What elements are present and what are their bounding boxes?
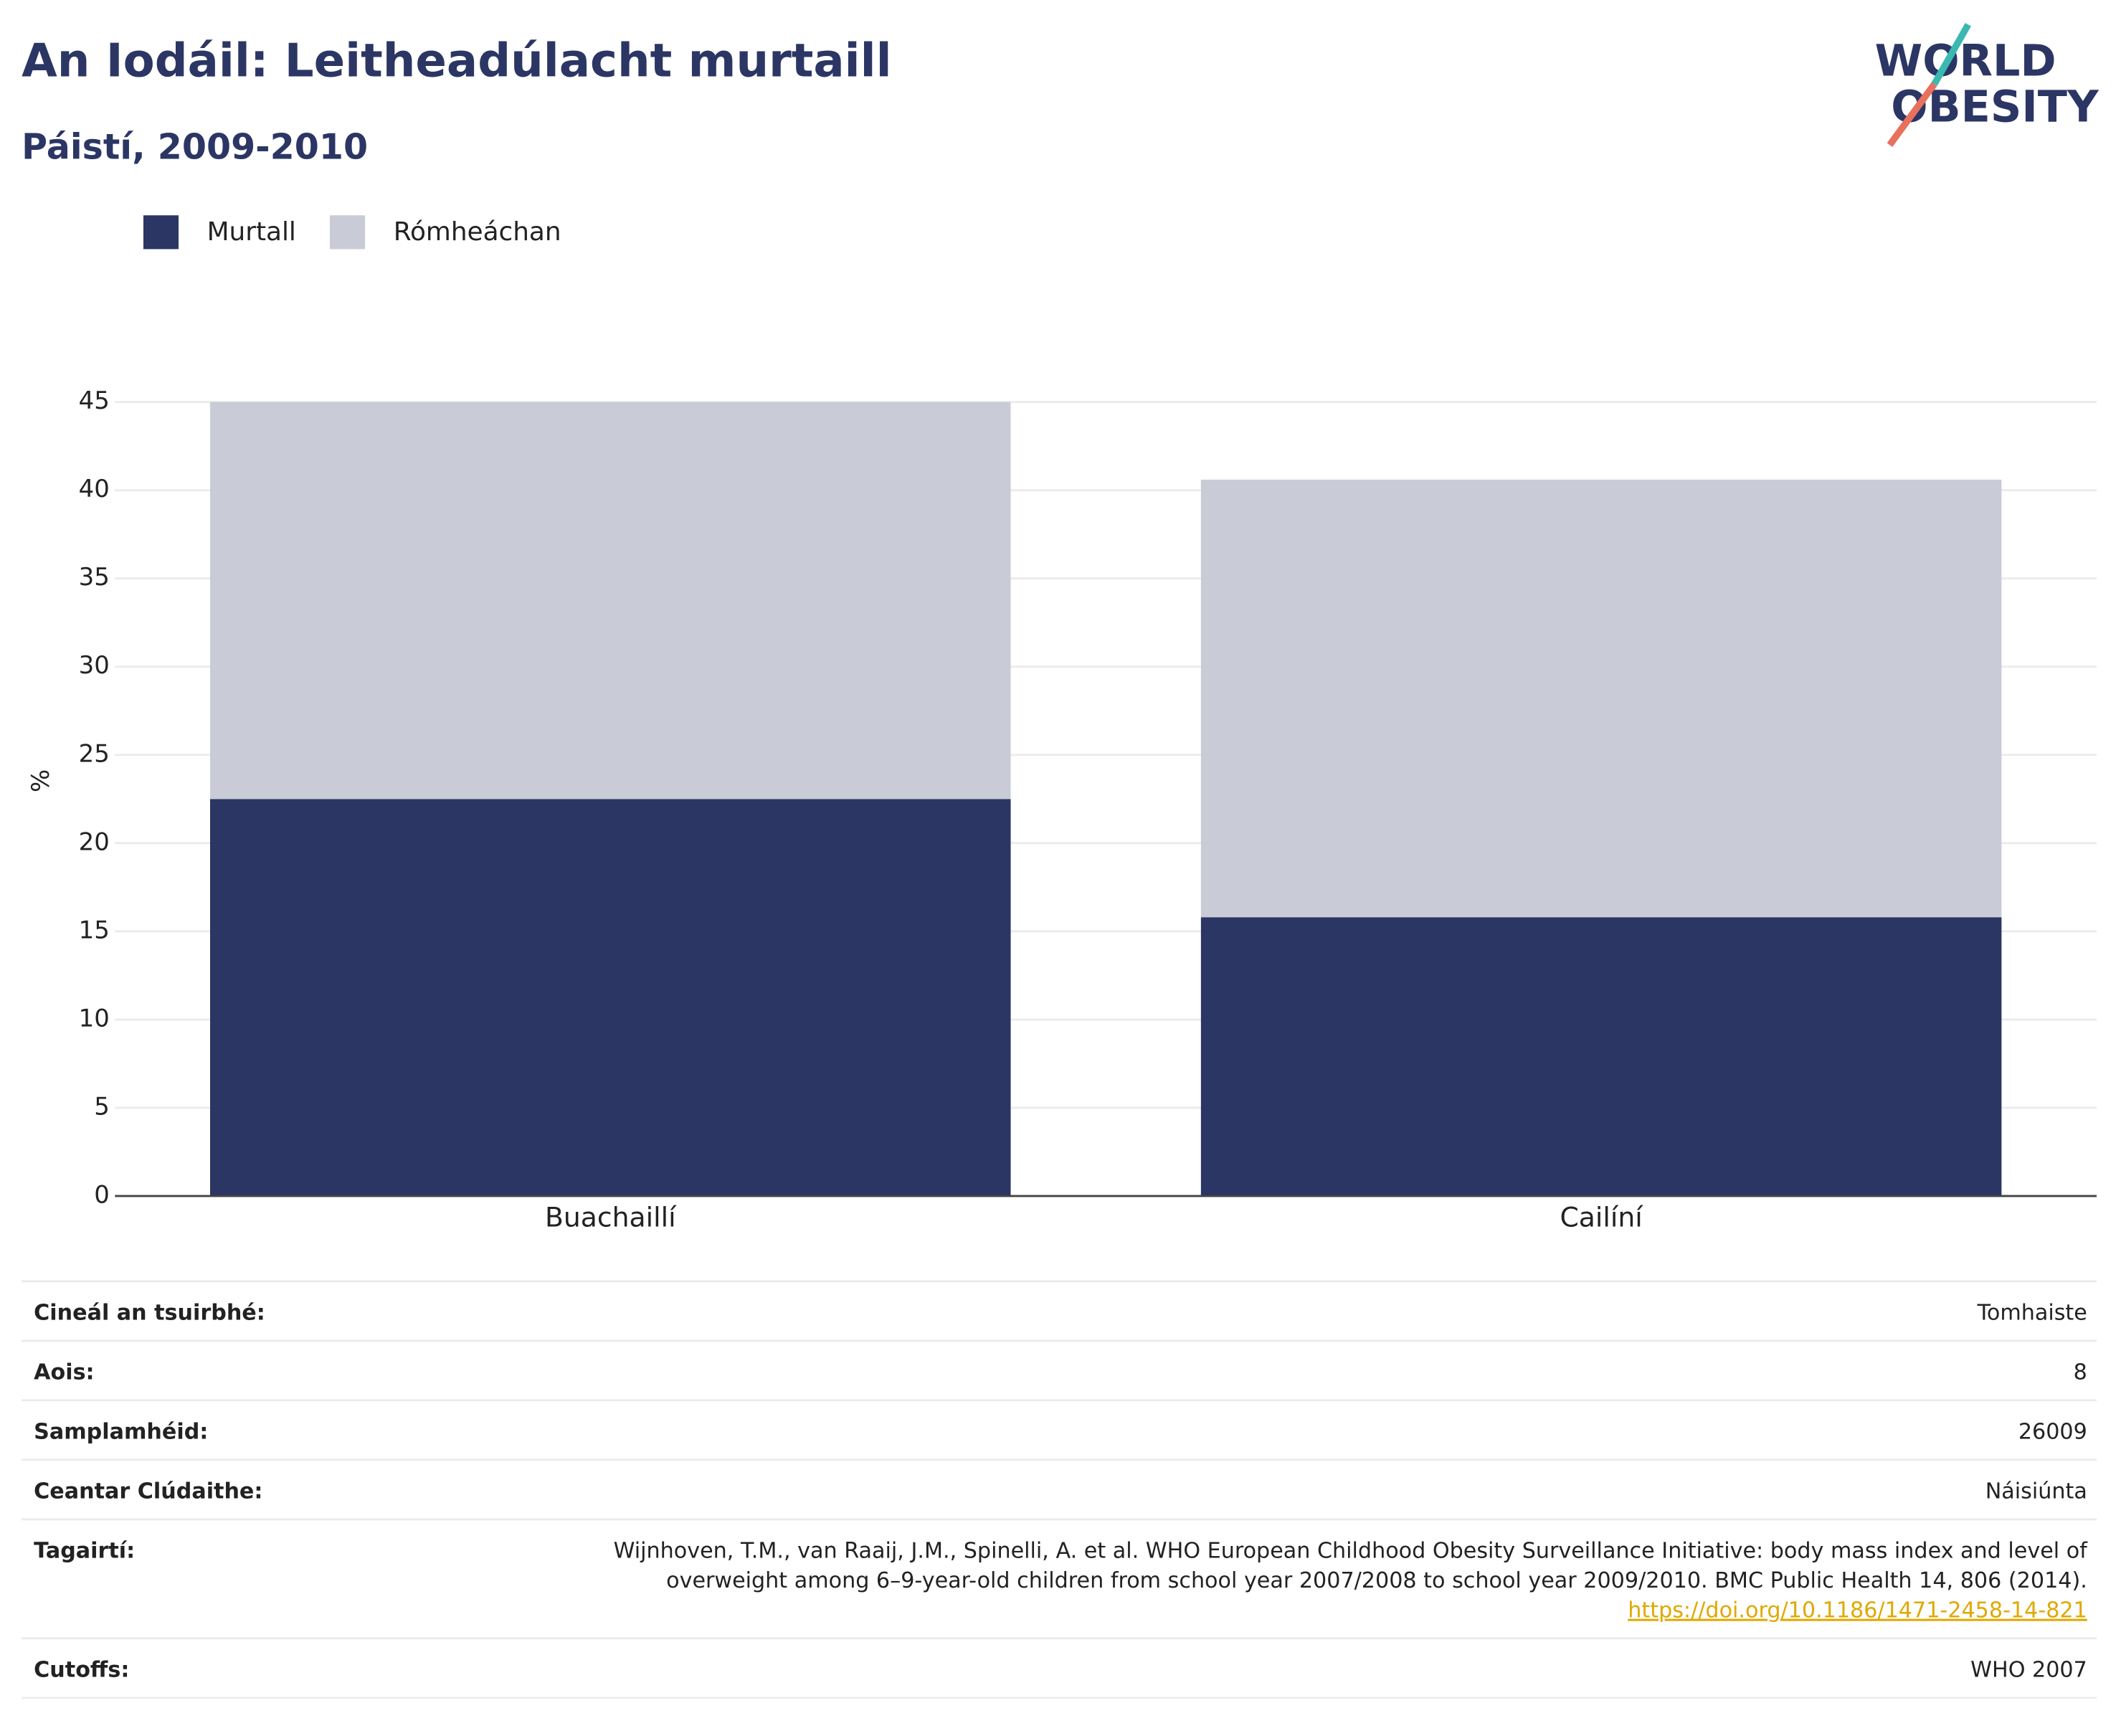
table-label: Cutoffs: [34, 1658, 129, 1683]
logo-slash [1887, 82, 1937, 147]
reference-link[interactable]: https://doi.org/10.1186/1471-2458-14-821 [1628, 1598, 2087, 1623]
y-tick-label: 10 [79, 1004, 110, 1033]
chart-title: An Iodáil: Leitheadúlacht murtaill [22, 34, 891, 88]
table-label: Tagairtí: [34, 1539, 135, 1564]
y-tick-label: 40 [79, 475, 110, 503]
table-value: 8 [2074, 1360, 2087, 1385]
table-value: Tomhaiste [1977, 1301, 2087, 1326]
x-tick-label: Buachaillí [545, 1202, 677, 1233]
legend-swatch [143, 215, 179, 250]
y-tick-label: 25 [79, 739, 110, 768]
table-value: overweight among 6–9-year-old children f… [666, 1568, 2087, 1593]
table-value: WHO 2007 [1970, 1658, 2087, 1683]
table-value: Náisiúnta [1985, 1479, 2087, 1504]
logo-text: OBESITY [1891, 82, 2099, 133]
bar [1200, 479, 2002, 918]
y-tick-label: 35 [79, 563, 110, 592]
bar [210, 402, 1011, 800]
table-label: Samplamhéid: [34, 1420, 208, 1445]
legend-swatch [330, 215, 366, 250]
y-axis-label: % [27, 769, 55, 792]
bar [1200, 917, 2002, 1196]
y-tick-label: 5 [94, 1092, 110, 1121]
y-tick-label: 20 [79, 827, 110, 856]
y-tick-label: 0 [94, 1180, 110, 1209]
legend-label: Murtall [207, 217, 296, 247]
logo-slash [1931, 22, 1971, 86]
y-tick-label: 15 [79, 916, 110, 944]
bar [210, 799, 1011, 1196]
y-tick-label: 30 [79, 651, 110, 680]
legend-label: Rómheáchan [394, 217, 561, 247]
x-tick-label: Cailíní [1560, 1202, 1643, 1233]
table-label: Ceantar Clúdaithe: [34, 1479, 262, 1504]
logo: WORLD OBESITY [1875, 22, 2099, 147]
table-value: 26009 [2018, 1420, 2087, 1445]
y-tick-label: 45 [79, 386, 110, 415]
chart-subtitle: Páistí, 2009-2010 [22, 125, 368, 167]
logo-text: WORLD [1875, 37, 2056, 87]
table-label: Cineál an tsuirbhé: [34, 1301, 265, 1326]
table-label: Aois: [34, 1360, 94, 1385]
table-value: Wijnhoven, T.M., van Raaij, J.M., Spinel… [614, 1539, 2089, 1564]
